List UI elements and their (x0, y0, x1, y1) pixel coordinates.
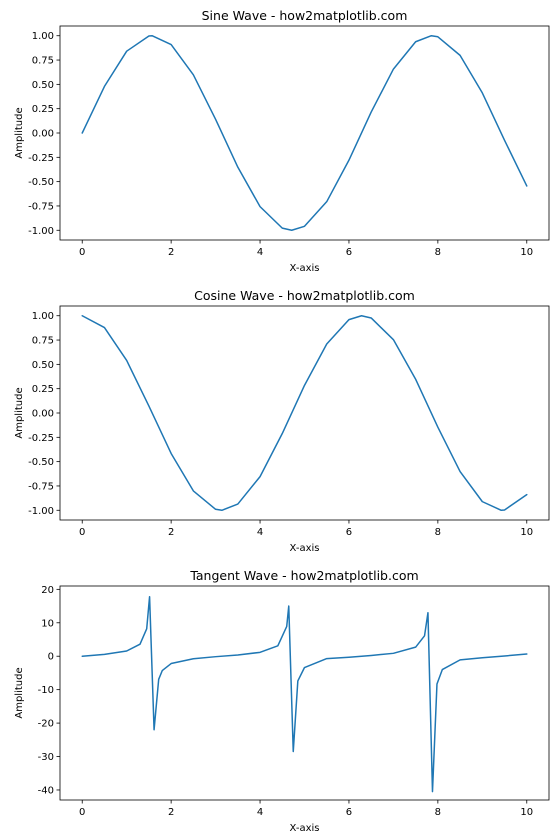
cosine-x-tick-label: 10 (520, 527, 533, 538)
tangent-chart-title: Tangent Wave - how2matplotlib.com (189, 568, 418, 583)
sine-x-tick-label: 10 (520, 247, 533, 258)
sine-x-tick-label: 2 (168, 247, 174, 258)
cosine-y-axis-label: Amplitude (14, 387, 25, 438)
cosine-y-tick-label: -0.25 (28, 433, 54, 444)
cosine-y-tick-label: 0.25 (32, 384, 54, 395)
tangent-y-axis-label: Amplitude (14, 667, 25, 718)
cosine-x-tick-label: 6 (346, 527, 352, 538)
sine-y-tick-label: 0.25 (32, 104, 54, 115)
sine-plot-frame (59, 25, 550, 241)
sine-series-line (81, 34, 528, 232)
tangent-y-tick-label: -10 (38, 685, 54, 696)
cosine-y-tick-label: -0.50 (28, 457, 54, 468)
cosine-x-tick-label: 4 (257, 527, 263, 538)
cosine-chart-title: Cosine Wave - how2matplotlib.com (194, 288, 415, 303)
tangent-x-tick-label: 6 (346, 807, 352, 818)
cosine-chart: Cosine Wave - how2matplotlib.com 0 2 4 6 8 10 1… (14, 288, 550, 554)
tangent-x-tick-label: 10 (520, 807, 533, 818)
cosine-x-tick-label: 8 (435, 527, 441, 538)
sine-y-tick-label: 0.50 (32, 80, 54, 91)
sine-x-tick-label: 0 (79, 247, 85, 258)
sine-y-tick-label: 0.75 (32, 56, 54, 67)
tangent-y-tick-label: -30 (38, 752, 54, 763)
tangent-x-axis-label: X-axis (290, 823, 320, 834)
sine-x-tick-label: 8 (435, 247, 441, 258)
sine-y-tick-label: -0.25 (28, 153, 54, 164)
tangent-y-tick-label: 10 (41, 618, 54, 629)
tangent-y-tick-label: -20 (38, 719, 54, 730)
tangent-y-tick-label: 20 (41, 585, 54, 596)
tangent-x-tick-label: 2 (168, 807, 174, 818)
sine-x-axis-label: X-axis (290, 263, 320, 274)
tangent-x-tick-label: 8 (435, 807, 441, 818)
sine-y-axis-label: Amplitude (14, 107, 25, 158)
sine-chart: Sine Wave - how2matplotlib.com 0 2 4 6 8 10 1.0… (14, 8, 550, 274)
sine-y-tick-label: 1.00 (32, 31, 54, 42)
sine-y-tick-label: -1.00 (28, 226, 54, 237)
cosine-x-tick-label: 2 (168, 527, 174, 538)
cosine-y-tick-label: 0.50 (32, 360, 54, 371)
sine-x-tick-label: 4 (257, 247, 263, 258)
sine-chart-title: Sine Wave - how2matplotlib.com (202, 8, 408, 23)
cosine-series-line (81, 314, 528, 512)
sine-y-tick-label: 0.00 (32, 129, 54, 140)
cosine-x-tick-label: 0 (79, 527, 85, 538)
tangent-x-tick-label: 4 (257, 807, 263, 818)
cosine-y-tick-label: -1.00 (28, 506, 54, 517)
cosine-y-tick-label: 1.00 (32, 311, 54, 322)
cosine-y-tick-label: 0.00 (32, 409, 54, 420)
sine-y-tick-label: -0.50 (28, 177, 54, 188)
cosine-x-axis-label: X-axis (290, 543, 320, 554)
tangent-y-tick-label: -40 (38, 785, 54, 796)
tangent-x-tick-label: 0 (79, 807, 85, 818)
tangent-plot-frame (59, 585, 550, 801)
cosine-y-tick-label: 0.75 (32, 336, 54, 347)
tangent-chart: Tangent Wave - how2matplotlib.com 0 2 4 6 8 10… (14, 568, 550, 834)
sine-x-tick-label: 6 (346, 247, 352, 258)
cosine-plot-frame (59, 305, 550, 521)
tangent-y-tick-label: 0 (48, 652, 54, 663)
sine-y-tick-label: -0.75 (28, 201, 54, 212)
cosine-y-tick-label: -0.75 (28, 481, 54, 492)
tangent-series-line (81, 595, 528, 793)
